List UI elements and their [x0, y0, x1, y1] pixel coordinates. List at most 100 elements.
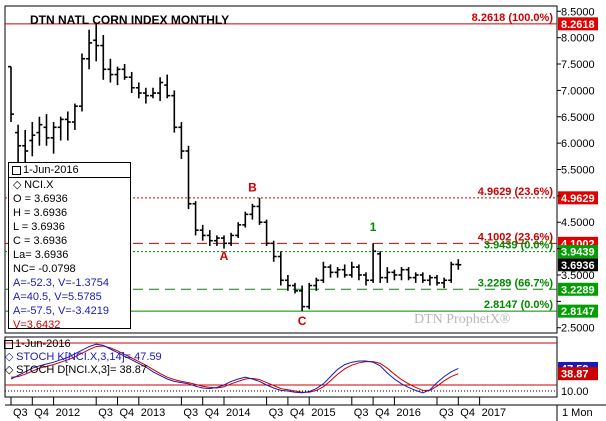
- level-price-box: [558, 304, 598, 318]
- diamond-icon: ◇: [5, 351, 14, 363]
- x-tick-label: Q4: [205, 407, 220, 419]
- y-tick-label: 6.5000: [561, 112, 595, 124]
- ohlc-bar: [242, 211, 249, 228]
- ohlc-bar: [228, 232, 235, 246]
- last-price-box: [558, 258, 598, 272]
- ohlc-bar: [249, 203, 256, 220]
- ohlc-bar: [36, 116, 43, 146]
- x-tick-label: Q3: [183, 407, 198, 419]
- ohlc-bar: [213, 235, 220, 246]
- ohlc-bar: [29, 122, 36, 157]
- ohlc-bar: [384, 267, 391, 283]
- info-date: 1-Jun-2016: [9, 163, 130, 178]
- x-tick-label: 2017: [482, 407, 506, 419]
- info-open: O = 3.6936: [13, 193, 68, 205]
- x-tick-label: 2016: [396, 407, 420, 419]
- y-tick-label: 8.5000: [561, 6, 595, 18]
- level-label: 3.9439 (0.0%): [484, 240, 553, 252]
- period-label: 1 Mon: [562, 407, 593, 419]
- info-line-a3: A=-57.5, V=-3.4219: [13, 305, 110, 317]
- ohlc-bar: [419, 272, 426, 283]
- level-price-box: [558, 191, 598, 205]
- x-tick-label: Q4: [375, 407, 390, 419]
- ohlc-bar: [448, 261, 455, 283]
- ohlc-bar: [355, 264, 362, 281]
- ohlc-bar: [206, 230, 213, 246]
- y-tick-label: 8.0000: [561, 33, 595, 45]
- diamond-icon: ◇: [13, 179, 22, 191]
- ohlc-bar: [363, 272, 369, 286]
- stoch-d-price-box: [558, 367, 598, 381]
- ohlc-bar: [79, 53, 85, 112]
- level-price-label: 4.9629: [561, 193, 595, 205]
- ohlc-bar: [412, 272, 419, 283]
- level-price-label: 3.9439: [561, 247, 595, 259]
- x-tick-label: Q4: [120, 407, 135, 419]
- stoch-k-line: [10, 343, 459, 394]
- ohlc-bar: [434, 274, 440, 286]
- ohlc-bar: [43, 114, 50, 146]
- ohlc-bar: [15, 124, 22, 165]
- ohlc-bar: [256, 197, 263, 225]
- ohlc-bar: [320, 261, 327, 283]
- ohlc-bar: [426, 274, 433, 286]
- ohlc-bar: [8, 65, 14, 123]
- info-net-change: NC= -0.0798: [13, 263, 76, 275]
- level-price-label: 8.2618: [561, 19, 595, 31]
- x-tick-label: Q4: [34, 407, 49, 419]
- ohlc-bar: [135, 82, 142, 99]
- info-high: H = 3.6936: [13, 207, 68, 219]
- level-price-label: 2.8147: [561, 306, 595, 318]
- y-tick-label: 4.5000: [561, 217, 595, 229]
- info-symbol: NCI.X: [24, 179, 54, 191]
- x-tick-label: 2012: [56, 407, 80, 419]
- info-close: C = 3.6936: [13, 235, 68, 247]
- chart-title: DTN NATL CORN INDEX MONTHLY: [30, 13, 229, 27]
- ohlc-bar: [405, 267, 412, 281]
- ohlc-bar: [150, 87, 156, 99]
- stoch-d-legend: ◇ STOCH D[NCI.X,3]= 38.87: [3, 364, 195, 377]
- ohlc-bar: [270, 240, 277, 262]
- ohlc-bar: [93, 23, 100, 62]
- diamond-icon: ◇: [5, 364, 14, 376]
- x-tick-label: Q3: [439, 407, 454, 419]
- info-low: L = 3.6936: [13, 221, 65, 233]
- ohlc-bar: [292, 282, 298, 294]
- x-tick-label: Q3: [98, 407, 113, 419]
- ohlc-bar: [157, 77, 164, 101]
- ohlc-bar: [306, 282, 313, 310]
- info-line-a1: A=-52.3, V=-1.3754: [13, 277, 110, 289]
- ohlc-bar: [221, 235, 227, 249]
- stoch-legend-date: 1-Jun-2016: [3, 338, 195, 351]
- level-price-label: 3.2289: [561, 284, 595, 296]
- level-price-box: [558, 245, 598, 259]
- ohlc-bar: [284, 274, 291, 291]
- ohlc-bar: [192, 201, 199, 236]
- stoch-pane-border: [4, 336, 558, 398]
- ohlc-bar: [348, 261, 355, 278]
- x-tick-label: Q3: [269, 407, 284, 419]
- ohlc-bar: [22, 129, 29, 165]
- info-symbol-row: ◇ NCI.X: [9, 178, 130, 192]
- ohlc-bar: [100, 35, 107, 80]
- ohlc-bar: [199, 224, 206, 241]
- wave-label: A: [220, 249, 229, 263]
- level-label: 4.1002 (23.6%): [478, 231, 554, 243]
- stoch-legend: 1-Jun-2016 ◇ STOCH K[NCI.X,3,14]= 47.59 …: [3, 338, 195, 384]
- ohlc-bar: [128, 71, 135, 94]
- stoch-d-value-label: 38.87: [561, 369, 589, 381]
- wave-label: B: [248, 181, 257, 195]
- ohlc-bar: [114, 66, 121, 86]
- watermark: DTN ProphetX®: [414, 312, 511, 327]
- ohlc-bar: [178, 122, 185, 159]
- stoch-k-legend: ◇ STOCH K[NCI.X,3,14]= 47.59: [3, 351, 195, 364]
- info-last: La= 3.6936: [13, 249, 69, 261]
- stoch-k-text: STOCH K[NCI.X,3,14]= 47.59: [16, 351, 162, 363]
- x-tick-label: Q3: [354, 407, 369, 419]
- last-price-label: 3.6936: [561, 260, 595, 272]
- ohlc-bar: [334, 267, 341, 278]
- stoch-d-text: STOCH D[NCI.X,3]= 38.87: [16, 364, 147, 376]
- x-tick-label: 2015: [311, 407, 335, 419]
- x-tick-label: 2013: [141, 407, 165, 419]
